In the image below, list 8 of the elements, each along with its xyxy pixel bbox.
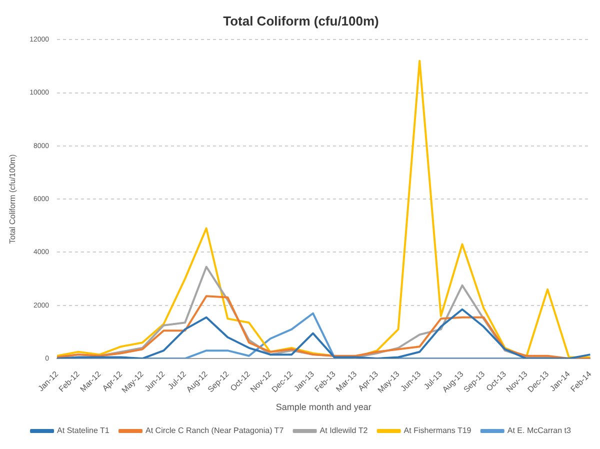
legend-label: At Stateline T1 [57, 426, 110, 436]
x-axis-title: Sample month and year [276, 402, 372, 412]
legend-label: At Fishermans T19 [404, 426, 472, 436]
legend-label: At Circle C Ranch (Near Patagonia) T7 [146, 426, 284, 436]
legend-label: At Idlewild T2 [320, 426, 368, 436]
y-axis-title: Total Coliform (cfu/100m) [8, 154, 18, 244]
legend-label: At E. McCarran t3 [507, 426, 572, 436]
chart-title: Total Coliform (cfu/100m) [223, 13, 379, 28]
